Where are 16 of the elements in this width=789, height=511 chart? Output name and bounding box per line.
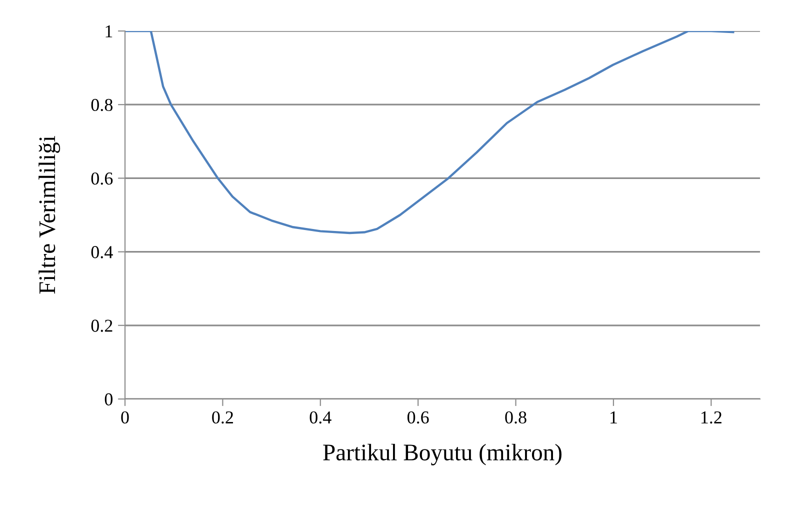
x-tick-label: 1.2 — [701, 411, 722, 424]
x-tick-label: 0.8 — [505, 411, 526, 424]
y-tick-label: 1 — [106, 25, 112, 38]
x-tick-label: 0.4 — [310, 411, 332, 424]
y-tick-label: 0.4 — [91, 246, 113, 258]
x-tick-label: 1 — [610, 411, 617, 424]
x-axis-title: Partikul Boyutu (mikron) — [323, 444, 562, 466]
y-tick-label: 0.2 — [91, 320, 112, 332]
x-tick-label: 0.2 — [212, 411, 233, 424]
y-tick-label: 0 — [104, 393, 113, 406]
y-axis-title: Filtre Verimliliği — [38, 136, 60, 294]
y-tick-label: 0.6 — [91, 172, 113, 185]
x-tick-label: 0.6 — [407, 411, 429, 424]
y-tick-label: 0.8 — [91, 98, 113, 112]
x-tick-label: 0 — [121, 411, 129, 424]
line-series — [125, 31, 734, 234]
